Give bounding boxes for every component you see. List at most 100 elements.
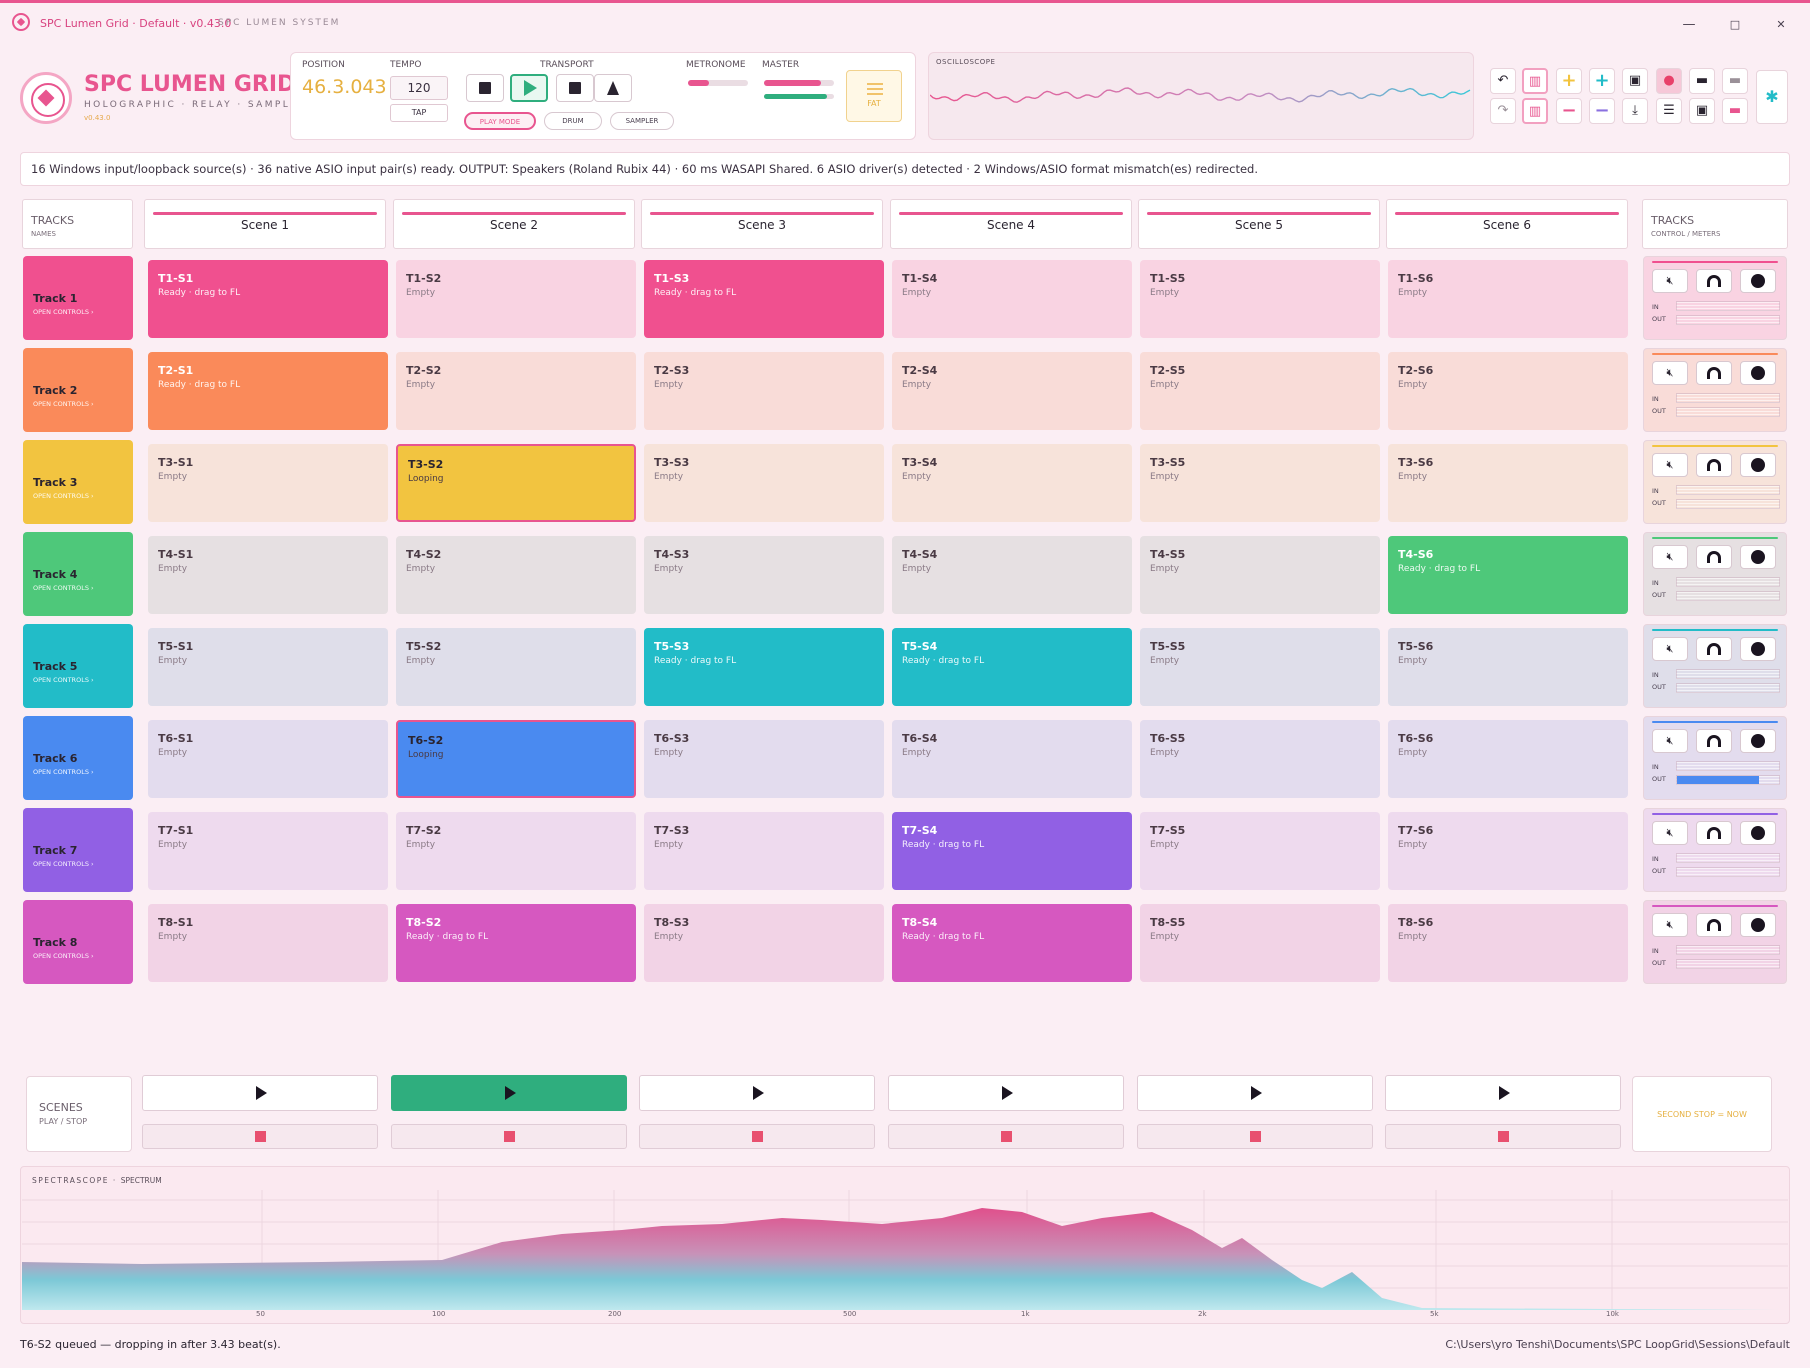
monitor-gray-button[interactable]: ▬ — [1722, 68, 1748, 94]
remove-pink-button[interactable]: − — [1556, 98, 1582, 124]
clip-slot[interactable]: T2-S1 Ready · drag to FL — [148, 352, 388, 430]
open-controls-link[interactable]: OPEN CONTROLS › — [33, 584, 94, 592]
track-button-1[interactable]: Track 1 OPEN CONTROLS › — [23, 256, 133, 340]
stop-button[interactable] — [466, 74, 504, 102]
scene-stop-button-3[interactable] — [639, 1124, 875, 1149]
arm-record-button[interactable] — [1740, 361, 1776, 385]
metronome-slider[interactable] — [688, 80, 748, 86]
track-button-8[interactable]: Track 8 OPEN CONTROLS › — [23, 900, 133, 984]
arm-record-button[interactable] — [1740, 821, 1776, 845]
record-stop-button[interactable] — [556, 74, 594, 102]
redo-button[interactable]: ↷ — [1490, 98, 1516, 124]
arm-record-button[interactable] — [1740, 545, 1776, 569]
scene-stop-button-6[interactable] — [1385, 1124, 1621, 1149]
levels-button[interactable]: ▥ — [1522, 68, 1548, 94]
fat-button[interactable]: FAT — [846, 70, 902, 122]
clip-slot[interactable]: T3-S1 Empty — [148, 444, 388, 522]
clip-slot[interactable]: T4-S6 Ready · drag to FL — [1388, 536, 1628, 614]
monitor-headphones-button[interactable] — [1696, 453, 1732, 477]
scene-stop-button-4[interactable] — [888, 1124, 1124, 1149]
monitor-pink-button[interactable]: ▬ — [1722, 98, 1748, 124]
mute-button[interactable]: 🔇︎ — [1652, 637, 1688, 661]
scene-play-button-5[interactable] — [1137, 1075, 1373, 1111]
clip-slot[interactable]: T8-S5 Empty — [1140, 904, 1380, 982]
clip-slot[interactable]: T3-S4 Empty — [892, 444, 1132, 522]
scene-play-button-4[interactable] — [888, 1075, 1124, 1111]
open-controls-link[interactable]: OPEN CONTROLS › — [33, 308, 94, 316]
clip-slot[interactable]: T1-S1 Ready · drag to FL — [148, 260, 388, 338]
arm-record-button[interactable] — [1740, 637, 1776, 661]
open-controls-link[interactable]: OPEN CONTROLS › — [33, 860, 94, 868]
arm-record-button[interactable] — [1740, 269, 1776, 293]
clip-slot[interactable]: T2-S6 Empty — [1388, 352, 1628, 430]
monitor-headphones-button[interactable] — [1696, 361, 1732, 385]
clip-slot[interactable]: T6-S6 Empty — [1388, 720, 1628, 798]
clip-slot[interactable]: T8-S6 Empty — [1388, 904, 1628, 982]
clip-slot[interactable]: T7-S3 Empty — [644, 812, 884, 890]
track-button-7[interactable]: Track 7 OPEN CONTROLS › — [23, 808, 133, 892]
clip-slot[interactable]: T5-S4 Ready · drag to FL — [892, 628, 1132, 706]
open-controls-link[interactable]: OPEN CONTROLS › — [33, 952, 94, 960]
clip-slot[interactable]: T8-S4 Ready · drag to FL — [892, 904, 1132, 982]
scene-header-5[interactable]: Scene 5 — [1138, 199, 1380, 249]
clip-slot[interactable]: T3-S6 Empty — [1388, 444, 1628, 522]
clip-slot[interactable]: T2-S5 Empty — [1140, 352, 1380, 430]
track-button-5[interactable]: Track 5 OPEN CONTROLS › — [23, 624, 133, 708]
scene-header-4[interactable]: Scene 4 — [890, 199, 1132, 249]
clip-slot[interactable]: T5-S6 Empty — [1388, 628, 1628, 706]
mixer-button[interactable]: ☰ — [1656, 98, 1682, 124]
arm-record-button[interactable] — [1740, 729, 1776, 753]
scene-play-button-2[interactable] — [391, 1075, 627, 1111]
clip-slot[interactable]: T3-S5 Empty — [1140, 444, 1380, 522]
clip-slot[interactable]: T3-S2 Looping — [396, 444, 636, 522]
clip-slot[interactable]: T8-S2 Ready · drag to FL — [396, 904, 636, 982]
clip-slot[interactable]: T7-S2 Empty — [396, 812, 636, 890]
clip-slot[interactable]: T7-S5 Empty — [1140, 812, 1380, 890]
scene-header-3[interactable]: Scene 3 — [641, 199, 883, 249]
metronome-button[interactable] — [594, 74, 632, 102]
track-button-4[interactable]: Track 4 OPEN CONTROLS › — [23, 532, 133, 616]
clip-slot[interactable]: T6-S4 Empty — [892, 720, 1132, 798]
clip-slot[interactable]: T6-S5 Empty — [1140, 720, 1380, 798]
clip-slot[interactable]: T4-S4 Empty — [892, 536, 1132, 614]
clip-slot[interactable]: T6-S2 Looping — [396, 720, 636, 798]
clip-slot[interactable]: T7-S1 Empty — [148, 812, 388, 890]
download-button[interactable]: ⤓ — [1622, 98, 1648, 124]
clip-slot[interactable]: T1-S2 Empty — [396, 260, 636, 338]
close-button[interactable]: ✕ — [1776, 18, 1786, 31]
clip-slot[interactable]: T5-S2 Empty — [396, 628, 636, 706]
monitor-headphones-button[interactable] — [1696, 545, 1732, 569]
mute-button[interactable]: 🔇︎ — [1652, 545, 1688, 569]
clip-slot[interactable]: T8-S3 Empty — [644, 904, 884, 982]
sampler-mode-button[interactable]: SAMPLER — [610, 112, 674, 130]
remove-purple-button[interactable]: − — [1589, 98, 1615, 124]
clip-slot[interactable]: T1-S3 Ready · drag to FL — [644, 260, 884, 338]
undo-button[interactable]: ↶ — [1490, 68, 1516, 94]
clip-slot[interactable]: T4-S3 Empty — [644, 536, 884, 614]
arm-record-button[interactable] — [1740, 453, 1776, 477]
clip-slot[interactable]: T2-S4 Empty — [892, 352, 1132, 430]
mute-button[interactable]: 🔇︎ — [1652, 453, 1688, 477]
second-stop-indicator[interactable]: SECOND STOP = NOW — [1632, 1076, 1772, 1152]
save-as-button[interactable]: ▣ — [1689, 98, 1715, 124]
save-button[interactable]: ▣ — [1622, 68, 1648, 94]
tap-tempo-button[interactable]: TAP — [390, 104, 448, 122]
arm-record-button[interactable] — [1740, 913, 1776, 937]
record-button[interactable]: ● — [1656, 68, 1682, 94]
open-controls-link[interactable]: OPEN CONTROLS › — [33, 768, 94, 776]
minimize-button[interactable]: — — [1682, 17, 1696, 32]
drum-mode-button[interactable]: DRUM — [544, 112, 602, 130]
open-controls-link[interactable]: OPEN CONTROLS › — [33, 400, 94, 408]
scene-play-button-6[interactable] — [1385, 1075, 1621, 1111]
play-button[interactable] — [510, 74, 548, 102]
monitor-headphones-button[interactable] — [1696, 913, 1732, 937]
mute-button[interactable]: 🔇︎ — [1652, 913, 1688, 937]
mute-button[interactable]: 🔇︎ — [1652, 361, 1688, 385]
clip-slot[interactable]: T7-S6 Empty — [1388, 812, 1628, 890]
track-button-6[interactable]: Track 6 OPEN CONTROLS › — [23, 716, 133, 800]
clip-slot[interactable]: T4-S2 Empty — [396, 536, 636, 614]
monitor-headphones-button[interactable] — [1696, 269, 1732, 293]
clip-slot[interactable]: T3-S3 Empty — [644, 444, 884, 522]
scene-stop-button-2[interactable] — [391, 1124, 627, 1149]
track-button-2[interactable]: Track 2 OPEN CONTROLS › — [23, 348, 133, 432]
